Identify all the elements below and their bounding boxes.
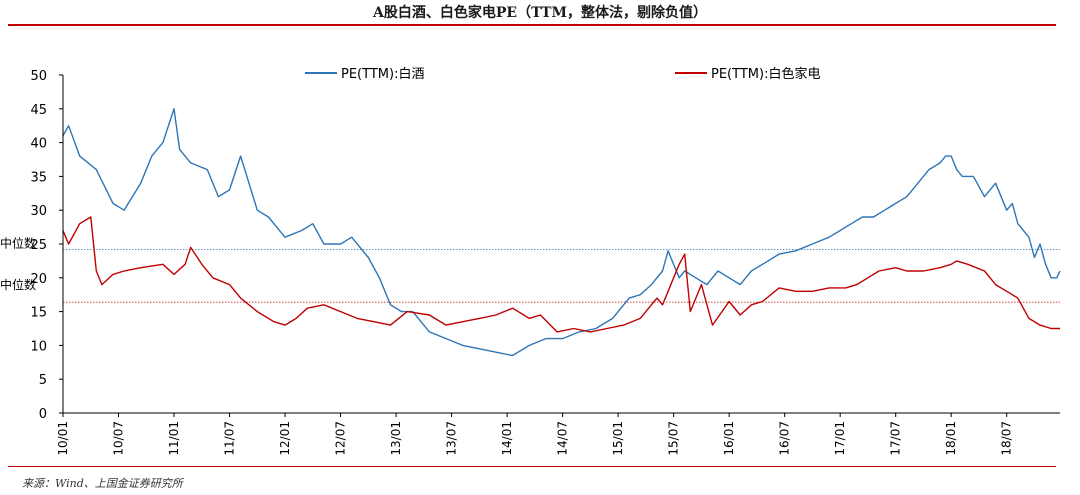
source-note: 来源：Wind、上国金证券研究所: [22, 477, 183, 490]
y-tick-label: 0: [39, 407, 47, 422]
x-tick-label: 18/01: [944, 421, 958, 456]
x-tick-label: 15/01: [611, 421, 625, 456]
median-label: 中位数: [0, 277, 36, 292]
y-tick-label: 10: [30, 339, 47, 354]
y-tick-label: 20: [30, 272, 47, 287]
chart-title: A股白酒、白色家电PE（TTM，整体法，剔除负值）: [373, 5, 707, 21]
series-line: [62, 108, 1061, 357]
legend-label: PE(TTM):白色家电: [711, 66, 820, 82]
y-tick-label: 40: [30, 137, 47, 152]
x-tick-label: 11/07: [223, 421, 237, 456]
x-tick-label: 12/07: [334, 421, 348, 456]
legend-label: PE(TTM):白酒: [341, 66, 424, 82]
y-tick-label: 30: [30, 204, 47, 219]
x-tick-label: 15/07: [667, 421, 681, 456]
series-line: [62, 216, 1060, 333]
x-tick-label: 10/07: [112, 421, 126, 456]
x-tick-label: 14/07: [556, 421, 570, 456]
x-tick-label: 12/01: [278, 421, 292, 456]
x-tick-label: 18/07: [1000, 421, 1014, 456]
x-tick-label: 17/01: [833, 421, 847, 456]
x-tick-label: 17/07: [889, 421, 903, 456]
y-tick-label: 45: [30, 103, 47, 118]
source-rule: [8, 466, 1056, 467]
x-tick-label: 13/07: [445, 421, 459, 456]
x-tick-label: 14/01: [500, 421, 514, 456]
title-rule: [8, 24, 1056, 26]
x-tick-label: 10/01: [56, 421, 70, 456]
y-tick-label: 15: [30, 306, 47, 321]
x-tick-label: 11/01: [167, 421, 181, 456]
y-tick-label: 5: [39, 373, 47, 388]
x-tick-label: 16/01: [722, 421, 736, 456]
x-tick-label: 13/01: [389, 421, 403, 456]
x-tick-label: 16/07: [778, 421, 792, 456]
y-tick-label: 50: [30, 69, 47, 84]
y-tick-label: 25: [30, 238, 47, 253]
y-tick-label: 35: [30, 170, 47, 185]
median-label: 中位数: [0, 235, 36, 250]
